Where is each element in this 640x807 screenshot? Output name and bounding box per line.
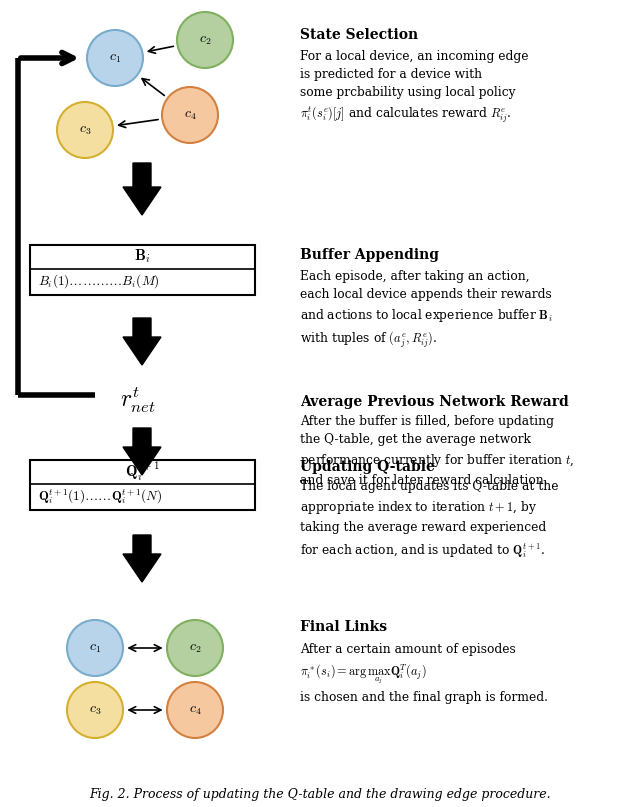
Text: Updating Q-table: Updating Q-table [300, 460, 435, 474]
Text: Buffer Appending: Buffer Appending [300, 248, 439, 262]
Text: The local agent updates its Q-table at the
appropriate index to iteration $t+1$,: The local agent updates its Q-table at t… [300, 480, 559, 560]
Text: $\mathbf{B}_i$: $\mathbf{B}_i$ [134, 247, 151, 265]
Ellipse shape [162, 87, 218, 143]
Text: $c_4$: $c_4$ [189, 703, 202, 717]
Text: $c_2$: $c_2$ [199, 33, 211, 47]
Text: $\mathbf{Q}_i^{t+1}(1)\ldots\ldots\mathbf{Q}_i^{t+1}(N)$: $\mathbf{Q}_i^{t+1}(1)\ldots\ldots\mathb… [38, 487, 163, 506]
Ellipse shape [167, 620, 223, 676]
Polygon shape [123, 535, 161, 582]
Bar [30, 245, 255, 295]
Text: $c_4$: $c_4$ [184, 108, 196, 122]
Bar [30, 460, 255, 510]
Text: $B_i(1)\ldots\ldots\ldots\ldots B_i(M)$: $B_i(1)\ldots\ldots\ldots\ldots B_i(M)$ [38, 273, 160, 291]
Text: $r_{net}^t$: $r_{net}^t$ [120, 385, 156, 415]
Text: For a local device, an incoming edge
is predicted for a device with
some prcbabi: For a local device, an incoming edge is … [300, 50, 529, 125]
Text: After the buffer is filled, before updating
the Q-table, get the average network: After the buffer is filled, before updat… [300, 415, 575, 487]
Ellipse shape [87, 30, 143, 86]
Polygon shape [123, 163, 161, 215]
Text: Final Links: Final Links [300, 620, 387, 634]
Text: Average Previous Network Reward: Average Previous Network Reward [300, 395, 569, 409]
Text: State Selection: State Selection [300, 28, 418, 42]
Polygon shape [123, 428, 161, 475]
Text: $\mathbf{Q}_i^{t+1}$: $\mathbf{Q}_i^{t+1}$ [125, 459, 160, 483]
Ellipse shape [67, 682, 123, 738]
Ellipse shape [57, 102, 113, 158]
Text: Each episode, after taking an action,
each local device appends their rewards
an: Each episode, after taking an action, ea… [300, 270, 552, 350]
Ellipse shape [67, 620, 123, 676]
Polygon shape [123, 318, 161, 365]
Text: $c_1$: $c_1$ [89, 641, 101, 655]
Text: After a certain amount of episodes
$\pi_i^*(s_i) = \arg\max_{a_j} \mathbf{Q}_i^T: After a certain amount of episodes $\pi_… [300, 643, 548, 704]
Ellipse shape [167, 682, 223, 738]
Text: Fig. 2. Process of updating the Q-table and the drawing edge procedure.: Fig. 2. Process of updating the Q-table … [89, 788, 551, 801]
Text: $c_2$: $c_2$ [189, 641, 201, 655]
Text: $c_3$: $c_3$ [89, 703, 101, 717]
Text: $c_1$: $c_1$ [109, 51, 121, 65]
Ellipse shape [177, 12, 233, 68]
Text: $c_3$: $c_3$ [79, 123, 91, 137]
